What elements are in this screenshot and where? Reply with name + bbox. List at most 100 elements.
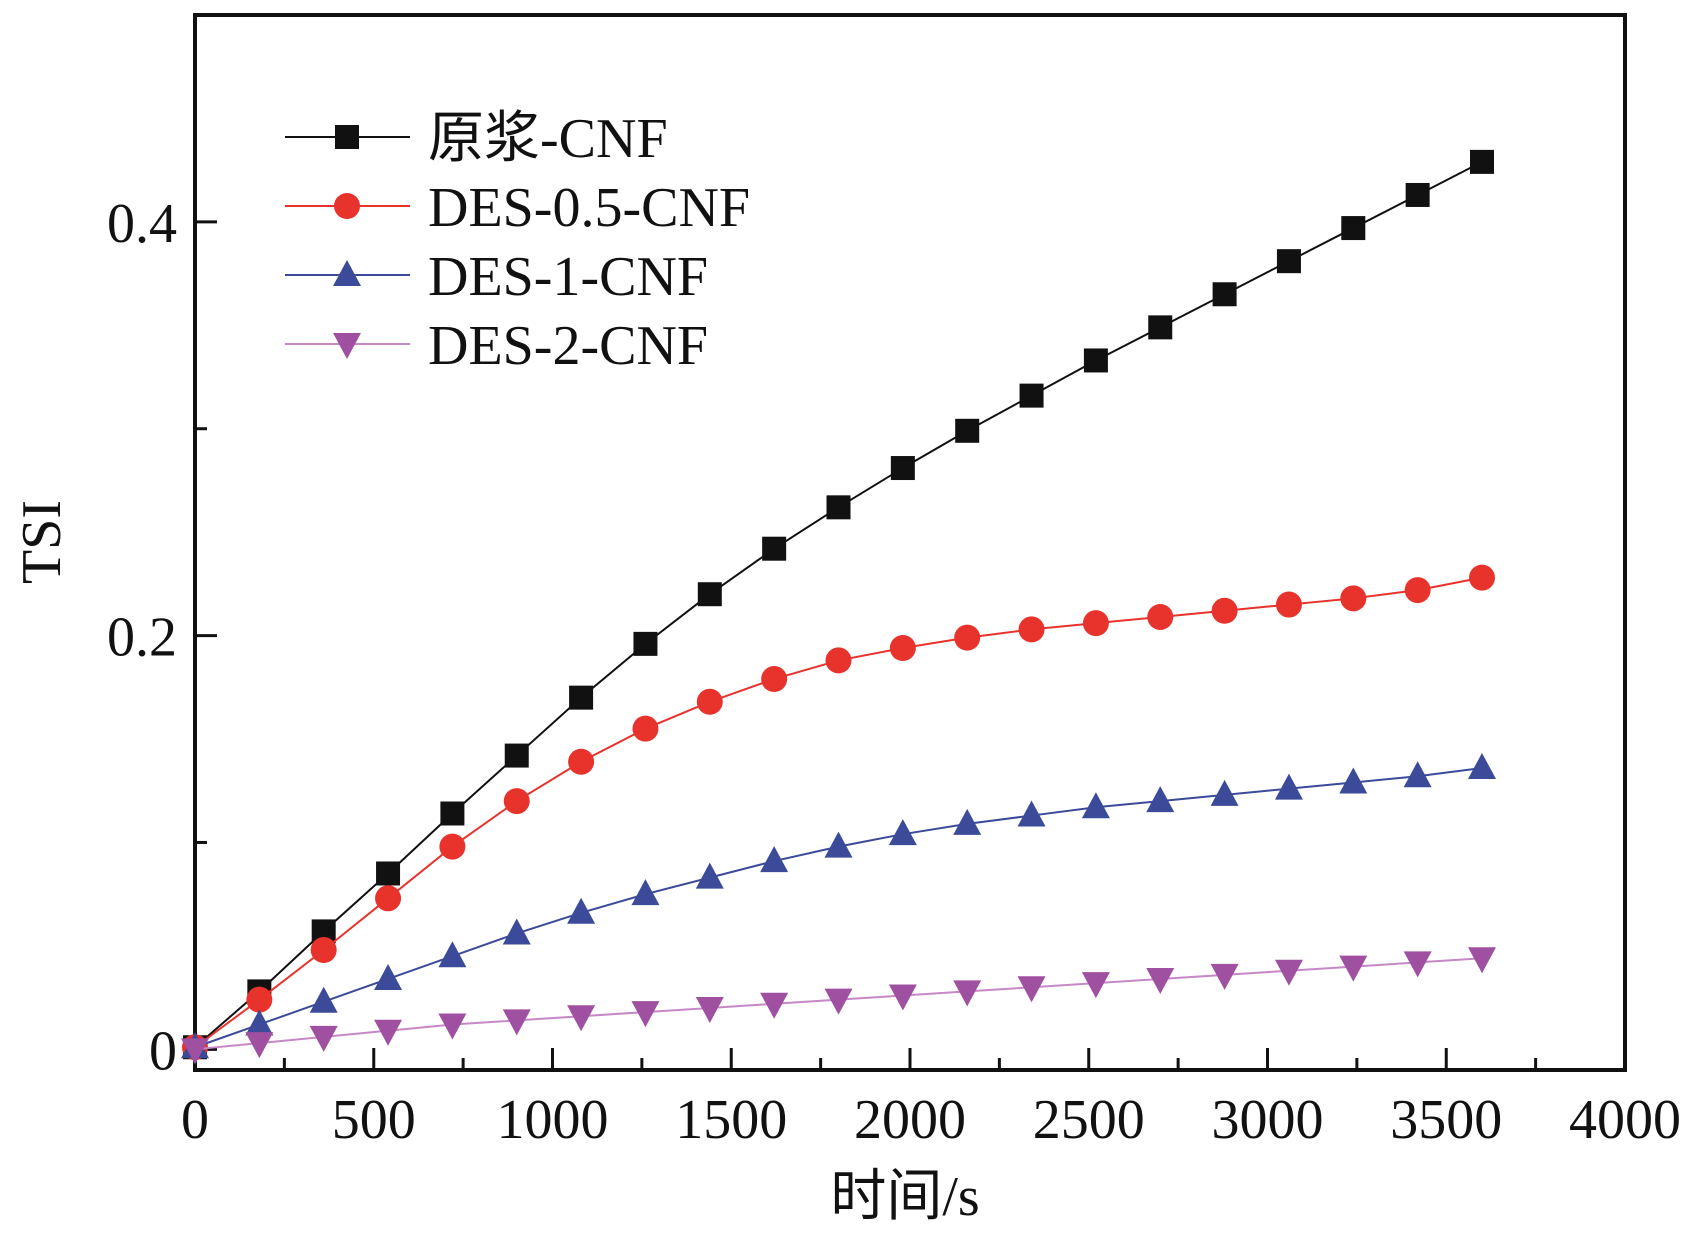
data-point — [953, 980, 982, 1007]
x-tick-label: 500 — [332, 1089, 416, 1151]
legend-label: DES-0.5-CNF — [428, 177, 750, 239]
data-point — [632, 715, 659, 742]
y-tick-label: 0 — [149, 1020, 177, 1082]
data-point — [695, 996, 724, 1023]
legend-item: DES-1-CNF — [285, 246, 708, 308]
data-point — [1211, 597, 1238, 624]
data-point — [1468, 752, 1496, 779]
data-point — [1469, 564, 1495, 591]
data-point — [1403, 951, 1432, 978]
legend-marker — [334, 193, 360, 219]
legend-label: DES-1-CNF — [428, 246, 708, 308]
data-point — [889, 635, 916, 661]
data-point — [760, 846, 789, 873]
data-point — [1276, 249, 1301, 274]
data-point — [1083, 348, 1108, 373]
data-point — [1147, 603, 1174, 630]
data-point — [181, 1038, 209, 1065]
legend-item: 原浆-CNF — [285, 108, 668, 170]
plot-frame — [193, 13, 1627, 1072]
x-tick-label: 0 — [181, 1089, 209, 1151]
data-point — [761, 666, 788, 693]
data-point — [1470, 149, 1494, 174]
data-point — [1210, 963, 1239, 990]
data-point — [569, 685, 594, 710]
data-point — [245, 1009, 274, 1036]
data-point — [374, 1019, 403, 1046]
legend-item: DES-0.5-CNF — [285, 177, 750, 239]
data-point — [890, 456, 915, 481]
data-point — [439, 833, 466, 860]
data-point — [954, 624, 981, 651]
data-point — [440, 801, 465, 826]
data-point — [955, 418, 980, 443]
data-point — [697, 582, 722, 607]
data-point — [438, 941, 467, 968]
data-point — [824, 831, 853, 858]
data-point — [824, 988, 853, 1015]
y-axis-title: TSI — [11, 500, 73, 584]
data-point — [1081, 792, 1110, 819]
data-point — [1018, 616, 1045, 643]
data-point — [375, 885, 402, 912]
series-des-2-cnf — [181, 947, 1496, 1065]
data-point — [1082, 610, 1109, 637]
data-point — [502, 918, 531, 945]
data-point — [1146, 967, 1175, 994]
data-point — [1405, 182, 1430, 207]
data-point — [1339, 767, 1368, 794]
data-point — [1274, 773, 1303, 800]
data-point — [1340, 585, 1367, 612]
data-point — [825, 647, 852, 674]
legend-marker — [333, 333, 361, 359]
x-tick-label: 3500 — [1390, 1089, 1502, 1151]
x-tick-label: 3000 — [1212, 1089, 1324, 1151]
data-point — [245, 1032, 274, 1059]
y-axis-ticks: 0 0.2 0.4 — [107, 193, 217, 1082]
data-point — [696, 688, 723, 715]
data-point — [888, 984, 917, 1011]
data-point — [1017, 976, 1046, 1003]
data-point — [1468, 947, 1496, 974]
data-point — [633, 631, 658, 656]
data-point — [1274, 959, 1303, 986]
data-point — [567, 897, 596, 924]
data-point — [1403, 761, 1432, 788]
data-point — [567, 1005, 596, 1032]
x-tick-label: 4000 — [1569, 1089, 1681, 1151]
data-point — [310, 937, 337, 964]
data-point — [1017, 800, 1046, 827]
x-tick-label: 2000 — [854, 1089, 966, 1151]
data-point — [1275, 591, 1302, 618]
data-point — [503, 788, 530, 815]
x-axis-title: 时间/s — [830, 1166, 979, 1228]
data-point — [309, 986, 338, 1013]
data-point — [760, 992, 789, 1019]
data-point — [762, 536, 787, 561]
data-point — [502, 1009, 531, 1036]
data-point — [631, 879, 660, 906]
data-point — [888, 819, 917, 846]
data-point — [695, 862, 724, 889]
data-point — [1212, 282, 1237, 307]
data-point — [631, 1001, 660, 1028]
data-point — [1404, 577, 1431, 604]
y-tick-label: 0.2 — [107, 607, 177, 669]
data-point — [309, 1025, 338, 1052]
y-tick-label: 0.4 — [107, 193, 177, 255]
data-point — [826, 495, 851, 520]
legend-marker — [335, 125, 359, 149]
data-point — [568, 748, 595, 775]
legend: 原浆-CNF DES-0.5-CNF DES-1-CNF DES-2-CNF — [285, 108, 750, 377]
legend-label: 原浆-CNF — [428, 108, 668, 170]
x-axis-ticks: 0 500 1000 1500 2000 2500 3000 3500 4000 — [181, 1048, 1681, 1151]
data-point — [1146, 786, 1175, 813]
data-point — [1341, 216, 1366, 241]
data-point — [246, 986, 273, 1013]
data-point — [376, 861, 401, 886]
x-tick-label: 1000 — [497, 1089, 609, 1151]
x-tick-label: 2500 — [1033, 1089, 1145, 1151]
data-point — [1081, 972, 1110, 999]
data-point — [374, 963, 403, 990]
